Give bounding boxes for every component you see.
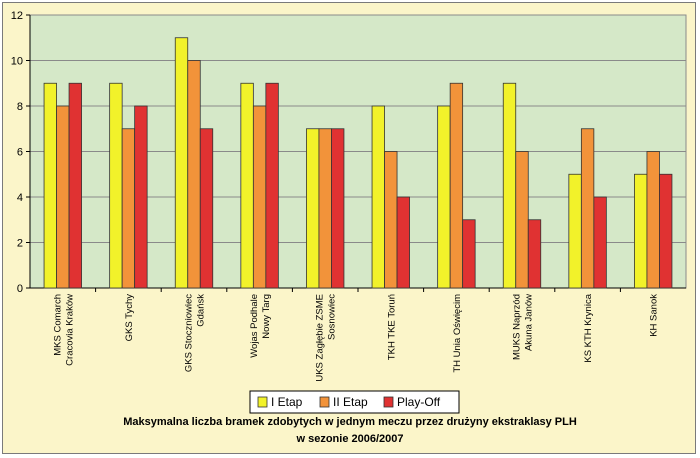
x-tick-label: Wojas PodhaleNowy Targ — [249, 294, 272, 358]
y-tick-label: 12 — [11, 10, 23, 22]
bar-play-off — [331, 128, 345, 289]
bar-ii-etap — [56, 105, 70, 289]
x-tick-label: MUKS NaprzódAkuna Janów — [512, 294, 535, 360]
bar-i-etap — [109, 82, 123, 289]
bar-play-off — [68, 82, 82, 289]
bar-play-off — [396, 196, 410, 289]
bar-i-etap — [437, 105, 451, 289]
legend-box — [249, 390, 460, 414]
bar-i-etap — [240, 82, 254, 289]
legend-label: Play-Off — [397, 395, 441, 409]
x-tick-label: KH Sanok — [649, 294, 660, 337]
bar-play-off — [199, 128, 214, 289]
bar-play-off — [462, 219, 476, 289]
bar-i-etap — [568, 173, 582, 289]
y-tick-label: 6 — [17, 147, 23, 159]
y-tick-label: 10 — [11, 56, 23, 68]
chart-subtitle: w sezonie 2006/2007 — [296, 433, 404, 445]
bar-i-etap — [43, 82, 57, 289]
bar-ii-etap — [252, 105, 267, 289]
bar-play-off — [659, 173, 673, 289]
x-tick-label: GKS StoczniowiecGdańsk — [184, 294, 207, 372]
bar-ii-etap — [121, 128, 136, 289]
y-tick-label: 8 — [17, 101, 23, 113]
y-tick-label: 4 — [17, 192, 23, 204]
bar-i-etap — [502, 82, 517, 289]
bar-i-etap — [174, 37, 189, 289]
legend-swatch — [319, 396, 330, 408]
bar-ii-etap — [580, 128, 595, 289]
bar-ii-etap — [187, 60, 201, 289]
x-tick-label: MKS ComarchCracovia Kraków — [52, 294, 75, 366]
bar-play-off — [527, 219, 542, 289]
legend-label: II Etap — [333, 395, 368, 409]
bar-ii-etap — [449, 82, 464, 289]
legend-label: I Etap — [271, 395, 303, 409]
bar-ii-etap — [318, 128, 332, 289]
x-tick-label: TKH TKE Toruń — [386, 294, 397, 360]
x-tick-label: GKS Tychy — [124, 294, 135, 342]
x-tick-label: UKS Zagłębie ZSMESosnowiec — [315, 294, 338, 382]
y-tick-label: 2 — [17, 238, 23, 250]
bar-i-etap — [634, 173, 648, 289]
bar-ii-etap — [646, 151, 660, 289]
bar-i-etap — [371, 105, 385, 289]
y-tick-label: 0 — [17, 283, 23, 295]
legend-swatch — [257, 396, 268, 408]
x-tick-label: TH Unia Oświęcim — [452, 294, 463, 373]
bar-play-off — [593, 196, 607, 289]
bar-play-off — [265, 82, 279, 289]
legend-swatch — [383, 396, 394, 408]
x-tick-label: KS KTH Krynica — [583, 293, 594, 362]
bar-ii-etap — [384, 151, 398, 289]
chart-title: Maksymalna liczba bramek zdobytych w jed… — [123, 416, 577, 428]
bar-ii-etap — [515, 151, 529, 289]
bar-play-off — [134, 105, 148, 289]
bar-i-etap — [306, 128, 320, 289]
